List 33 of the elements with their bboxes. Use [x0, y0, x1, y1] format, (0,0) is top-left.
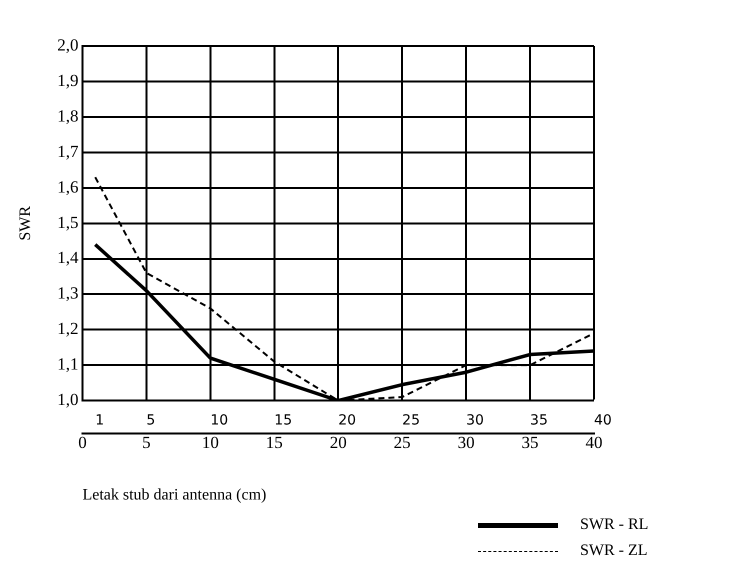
x-tick-label: 35	[522, 433, 539, 452]
x-tick-label: 25	[394, 433, 411, 452]
y-tick-label: 1,2	[57, 319, 78, 338]
y-tick-label: 1,5	[57, 212, 78, 232]
x-axis-title: Letak stub dari antenna (cm)	[82, 486, 266, 504]
x2-tick-label: 10	[210, 412, 228, 429]
x2-tick-label: 30	[466, 412, 484, 429]
x-tick-label: 30	[458, 433, 475, 452]
legend-label: SWR - RL	[580, 516, 648, 534]
y-tick-label: 1,9	[57, 70, 78, 90]
y-tick-label: 1,3	[57, 284, 78, 303]
y-tick-label: 1,1	[57, 354, 78, 374]
y-tick-label: 1,0	[57, 390, 78, 410]
y-tick-label: 1,7	[57, 142, 79, 161]
x2-tick-label: 20	[338, 412, 356, 429]
x2-tick-label: 25	[402, 412, 420, 429]
x2-tick-label: 40	[594, 412, 612, 429]
y-tick-label: 1,6	[57, 177, 78, 196]
x-tick-label: 15	[266, 433, 283, 452]
x-tick-label: 5	[142, 433, 151, 452]
x-tick-label: 0	[78, 433, 87, 452]
x2-tick-label: 35	[530, 412, 548, 429]
x-tick-label: 10	[202, 433, 219, 452]
y-tick-label: 1,4	[57, 248, 79, 268]
x-tick-label: 20	[330, 433, 347, 452]
legend-label: SWR - ZL	[580, 542, 648, 560]
x-tick-label: 40	[586, 433, 602, 452]
x2-tick-label: 15	[274, 412, 292, 429]
y-axis-title: SWR	[16, 206, 34, 241]
x2-tick-label: 5	[146, 412, 156, 429]
x2-tick-label: 1	[95, 412, 104, 429]
y-tick-label: 1,8	[57, 106, 78, 126]
y-tick-label: 2,0	[57, 35, 78, 54]
